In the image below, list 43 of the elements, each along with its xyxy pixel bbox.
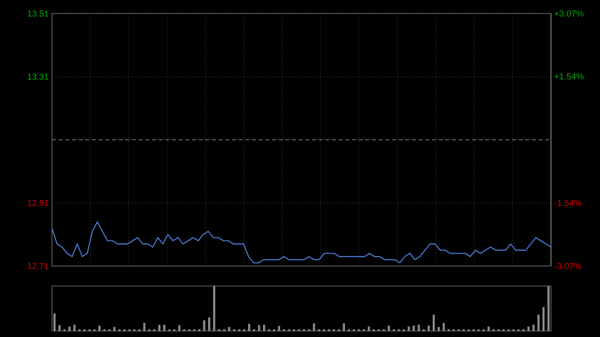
- bar: [58, 325, 61, 331]
- bar: [68, 326, 71, 331]
- bar: [203, 320, 206, 331]
- bar: [547, 286, 550, 331]
- y-tick-label: 13.31: [28, 74, 48, 80]
- bar: [278, 326, 280, 331]
- bar: [368, 326, 370, 331]
- bar: [208, 318, 210, 331]
- bar: [73, 324, 76, 331]
- bar: [532, 324, 535, 331]
- bar: [113, 326, 116, 331]
- bar: [527, 326, 530, 331]
- bar: [258, 325, 260, 331]
- bar: [248, 324, 250, 331]
- bar: [438, 326, 440, 331]
- y2-tick-label: -1.54%: [554, 200, 582, 206]
- y-tick-label: 12.71: [28, 262, 48, 270]
- bar: [408, 326, 410, 331]
- bar: [312, 323, 316, 331]
- bar: [412, 326, 415, 331]
- bar: [143, 322, 146, 331]
- bar: [53, 313, 56, 331]
- bar: [388, 326, 390, 331]
- y2-tick-label: +3.07%: [554, 10, 584, 17]
- bar: [342, 323, 345, 331]
- bar: [488, 326, 490, 331]
- y-tick-label: 12.91: [28, 200, 48, 206]
- bar: [263, 324, 266, 331]
- bar: [542, 307, 545, 331]
- bar: [428, 326, 430, 331]
- bar: [228, 326, 230, 331]
- bar: [163, 324, 166, 331]
- bar: [98, 326, 100, 331]
- y2-tick-label: +1.54%: [554, 73, 584, 80]
- bar: [178, 325, 180, 331]
- bar: [213, 286, 216, 331]
- y2-tick-label: -3.07%: [554, 262, 582, 270]
- bar: [537, 314, 540, 331]
- bar: [442, 322, 445, 331]
- bar: [158, 324, 160, 331]
- bar: [432, 314, 435, 331]
- bar: [418, 324, 420, 331]
- y-tick-label: 13.51: [28, 10, 48, 17]
